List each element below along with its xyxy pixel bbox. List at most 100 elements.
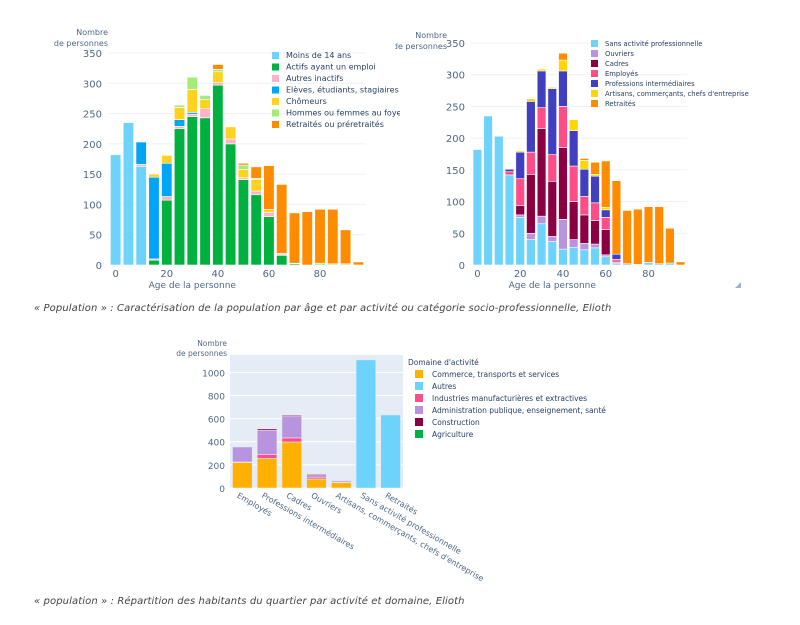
bar-segment xyxy=(547,180,557,237)
bar-segment xyxy=(212,84,224,266)
legend-swatch xyxy=(415,370,423,378)
bar-segment xyxy=(526,239,536,266)
legend-swatch xyxy=(591,70,598,77)
y-tick-label: 200 xyxy=(83,140,102,151)
y-tick-label: 250 xyxy=(446,102,465,113)
legend-label: Autres xyxy=(432,382,456,391)
legend-swatch xyxy=(415,430,423,438)
bar-segment xyxy=(301,211,313,266)
bar-segment xyxy=(256,429,278,455)
bar-segment xyxy=(558,219,568,250)
chart-age-activity: 0 50 100 150 200 250 300 350 0 20 40 60 80 Nombre de p… xyxy=(40,20,406,291)
bar-segment xyxy=(276,184,288,254)
legend-label: Moins de 14 ans xyxy=(286,51,351,60)
bar-segment xyxy=(654,206,664,265)
chart-age-csp: 0 50 100 150 200 250 300 350 0 20 40 60 80 Nombre de p… xyxy=(393,20,765,291)
bar-segment xyxy=(161,155,173,164)
bar-segment xyxy=(536,70,547,108)
bar-segment xyxy=(611,180,622,255)
legend-swatch xyxy=(415,382,423,390)
bar-segment xyxy=(306,474,327,476)
y-tick-label: 300 xyxy=(83,79,102,90)
legend-label: Industries manufacturières et extractive… xyxy=(432,394,587,403)
legend-swatch xyxy=(272,109,279,117)
legend-swatch xyxy=(272,52,279,59)
bar-segment xyxy=(675,261,686,266)
bar-segment xyxy=(263,212,275,217)
x-tick-label: 0 xyxy=(112,269,118,280)
bar-segment xyxy=(355,359,377,489)
bar-segment xyxy=(232,446,253,463)
resize-handle-icon xyxy=(735,282,741,288)
caption-population-domain: « population » : Répartition des habitan… xyxy=(34,596,465,607)
bar-segment xyxy=(558,52,568,61)
bar-segment xyxy=(186,89,198,113)
bar-segment xyxy=(199,108,211,119)
legend-label: Chômeurs xyxy=(286,96,327,106)
legend-swatch xyxy=(591,90,598,97)
bar-segment xyxy=(526,101,536,153)
bar-segment xyxy=(232,462,253,489)
bar-segment xyxy=(212,82,224,86)
legend-swatch xyxy=(591,60,598,67)
legend-label: Ouvriers xyxy=(605,50,634,58)
legend-swatch xyxy=(591,40,598,47)
x-axis-label: Age de la personne xyxy=(509,281,597,290)
legend-label: Construction xyxy=(432,418,480,427)
bar-segment xyxy=(281,441,302,489)
bar-segment xyxy=(601,256,611,266)
x-tick-label: 20 xyxy=(514,269,527,280)
bar-segment xyxy=(579,160,590,170)
y-tick-label: 200 xyxy=(446,134,465,145)
y-tick-label: 100 xyxy=(83,200,102,211)
bar-segment xyxy=(225,126,237,140)
bar-segment xyxy=(515,178,525,206)
legend-swatch xyxy=(591,50,598,57)
bar-segment xyxy=(547,87,557,89)
bar-segment xyxy=(515,151,525,180)
legend-label: Autres inactifs xyxy=(286,74,343,83)
bar-segment xyxy=(601,229,611,256)
bar-segment xyxy=(250,190,262,196)
bar-segment xyxy=(237,162,249,166)
bar-segment xyxy=(536,215,547,225)
bar-segment xyxy=(250,194,262,266)
bar-segment xyxy=(558,147,568,220)
bar-segment xyxy=(558,59,568,72)
bar-segment xyxy=(590,243,600,249)
y-axis-label: de personnes xyxy=(176,349,227,358)
bar-segment xyxy=(148,176,160,260)
y-tick-label: 150 xyxy=(83,170,102,181)
bar-segment xyxy=(212,64,224,70)
bar-segment xyxy=(110,154,122,266)
bar-segment xyxy=(579,196,590,216)
x-tick-label: 40 xyxy=(557,269,570,280)
bar-segment xyxy=(173,104,186,108)
bar-segment xyxy=(256,454,278,459)
bar-segment xyxy=(472,149,483,266)
y-axis-label: Nombre xyxy=(197,339,227,348)
bar-segment xyxy=(643,206,654,263)
bar-segment xyxy=(622,210,632,265)
bar-segment xyxy=(515,150,525,153)
bar-segment xyxy=(225,143,237,266)
bar-segment xyxy=(526,173,536,234)
legend-label: Retraités ou préretraités xyxy=(286,119,384,129)
y-tick-label: 400 xyxy=(208,439,225,449)
legend-label: Artisans, commerçants, chefs d'entrepris… xyxy=(605,90,749,98)
bar-segment xyxy=(590,220,600,245)
bar-segment xyxy=(173,125,186,130)
y-axis-label: de personnes xyxy=(54,39,108,48)
bar-segment xyxy=(263,216,275,266)
bar-segment xyxy=(515,205,525,216)
x-tick-label: 80 xyxy=(642,269,655,280)
y-tick-label: 100 xyxy=(446,198,465,209)
y-tick-label: 250 xyxy=(83,110,102,121)
legend-swatch xyxy=(591,100,598,107)
bar-segment xyxy=(331,482,352,489)
caption-population-age: « Population » : Caractérisation de la p… xyxy=(34,303,612,314)
y-tick-label: 200 xyxy=(208,462,225,472)
bar-segment xyxy=(536,223,547,266)
bar-segment xyxy=(161,162,173,197)
bar-segment xyxy=(281,415,302,417)
